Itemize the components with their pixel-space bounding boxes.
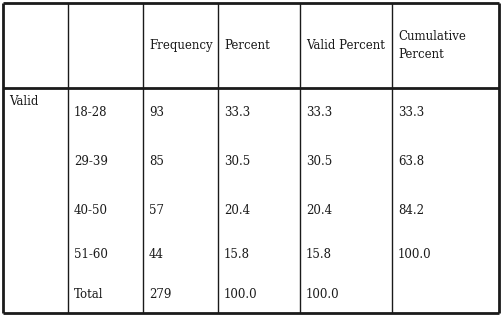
Text: Percent: Percent [224, 39, 270, 52]
Text: 15.8: 15.8 [224, 249, 250, 262]
Text: 57: 57 [149, 204, 164, 217]
Text: 63.8: 63.8 [398, 155, 424, 168]
Text: 279: 279 [149, 288, 172, 301]
Text: 84.2: 84.2 [398, 204, 424, 217]
Text: 40-50: 40-50 [74, 204, 108, 217]
Text: Cumulative
Percent: Cumulative Percent [398, 30, 466, 61]
Text: 18-28: 18-28 [74, 106, 108, 119]
Text: 51-60: 51-60 [74, 249, 108, 262]
Text: 44: 44 [149, 249, 164, 262]
Text: 30.5: 30.5 [224, 155, 250, 168]
Text: 29-39: 29-39 [74, 155, 108, 168]
Text: 100.0: 100.0 [306, 288, 340, 301]
Text: 30.5: 30.5 [306, 155, 332, 168]
Text: 93: 93 [149, 106, 164, 119]
Text: 100.0: 100.0 [224, 288, 258, 301]
Text: Total: Total [74, 288, 104, 301]
Text: 33.3: 33.3 [398, 106, 424, 119]
Text: 85: 85 [149, 155, 164, 168]
Text: 100.0: 100.0 [398, 249, 432, 262]
Text: Valid: Valid [9, 95, 38, 108]
Text: 33.3: 33.3 [224, 106, 250, 119]
Text: 20.4: 20.4 [306, 204, 332, 217]
Text: Frequency: Frequency [149, 39, 213, 52]
Text: 15.8: 15.8 [306, 249, 332, 262]
Text: 33.3: 33.3 [306, 106, 332, 119]
Text: 20.4: 20.4 [224, 204, 250, 217]
Text: Valid Percent: Valid Percent [306, 39, 385, 52]
